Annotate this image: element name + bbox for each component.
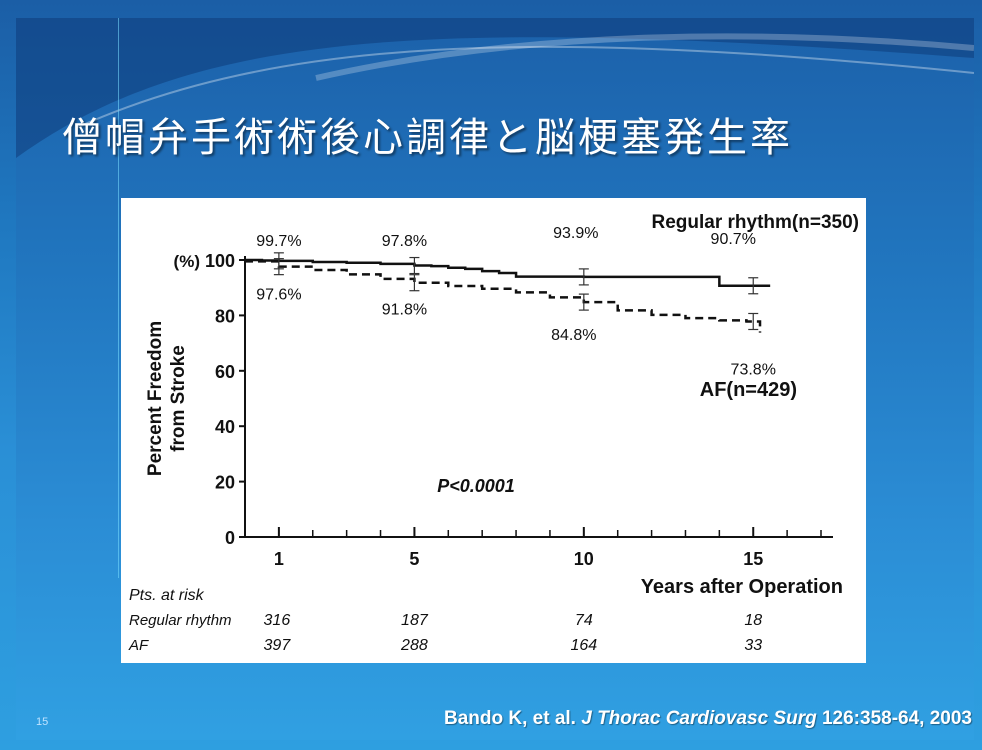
at-risk-value: 18: [744, 612, 762, 629]
regular-rhythm-value-label: 93.9%: [553, 225, 598, 242]
af-value-label: 73.8%: [731, 362, 776, 379]
x-tick-label: 10: [574, 549, 594, 569]
error-bar: [748, 277, 759, 295]
error-bar: [273, 258, 284, 276]
at-risk-header: Pts. at risk: [129, 587, 205, 604]
error-bar: [578, 268, 589, 286]
x-tick-label: 1: [274, 549, 284, 569]
series-line-af: [245, 260, 762, 333]
regular-rhythm-value-label: 97.8%: [382, 233, 427, 250]
y-tick-label: 20: [215, 473, 235, 493]
at-risk-value: 187: [401, 612, 429, 629]
series-line-regular-rhythm: [245, 258, 771, 288]
error-bar: [748, 312, 759, 331]
citation-authors: Bando K, et al.: [443, 708, 576, 729]
af-value-label: 97.6%: [256, 287, 301, 304]
at-risk-value: 74: [575, 612, 593, 629]
regular-rhythm-value-label: 90.7%: [711, 231, 756, 248]
vertical-accent-line: [118, 18, 119, 578]
chart-panel: 0 20 40 60 80 100 (%) 1 5 10 15 Percent Freedom from…: [121, 198, 866, 663]
af-value-label: 84.8%: [551, 327, 596, 344]
y-axis-title: Percent Freedom from Stroke: [145, 321, 189, 476]
at-risk-row-label: AF: [128, 637, 149, 654]
y-tick-label: 0: [225, 528, 235, 548]
legend-af: AF(n=429): [700, 379, 797, 401]
p-value-label: P<0.0001: [437, 476, 515, 496]
axes-layer: [239, 256, 833, 538]
regular-rhythm-value-label: 99.7%: [256, 233, 301, 250]
slide-number: 15: [36, 716, 49, 728]
at-risk-value: 164: [570, 637, 597, 654]
af-value-label: 91.8%: [382, 302, 427, 319]
y-unit-label: (%): [174, 252, 200, 271]
header-swoosh: [16, 18, 974, 158]
at-risk-value: 33: [744, 637, 762, 654]
y-tick-label: 80: [215, 306, 235, 326]
y-axis-title-line: from Stroke: [168, 345, 189, 452]
at-risk-value: 316: [264, 612, 291, 629]
legend-regular-rhythm: Regular rhythm(n=350): [652, 212, 859, 233]
citation-journal: J Thorac Cardiovasc Surg: [581, 708, 817, 729]
citation-ref: 126:358-64, 2003: [821, 708, 972, 729]
y-tick-label: 60: [215, 362, 235, 382]
slide-title: 僧帽弁手術術後心調律と脳梗塞発生率: [62, 115, 793, 161]
citation: Bando K, et al. J Thorac Cardiovasc Surg…: [444, 708, 972, 730]
x-tick-label: 15: [743, 549, 763, 569]
lines-layer: [245, 252, 771, 333]
error-bar: [409, 274, 420, 292]
x-tick-label: 5: [409, 549, 419, 569]
y-axis-title-line: Percent Freedom: [145, 321, 166, 476]
at-risk-row-label: Regular rhythm: [129, 612, 232, 629]
x-axis-title: Years after Operation: [641, 576, 843, 598]
at-risk-value: 288: [400, 637, 428, 654]
at-risk-value: 397: [264, 637, 292, 654]
y-tick-label: 100: [205, 251, 235, 271]
error-bar: [578, 293, 589, 311]
y-tick-label: 40: [215, 417, 235, 437]
error-bar: [409, 256, 420, 275]
